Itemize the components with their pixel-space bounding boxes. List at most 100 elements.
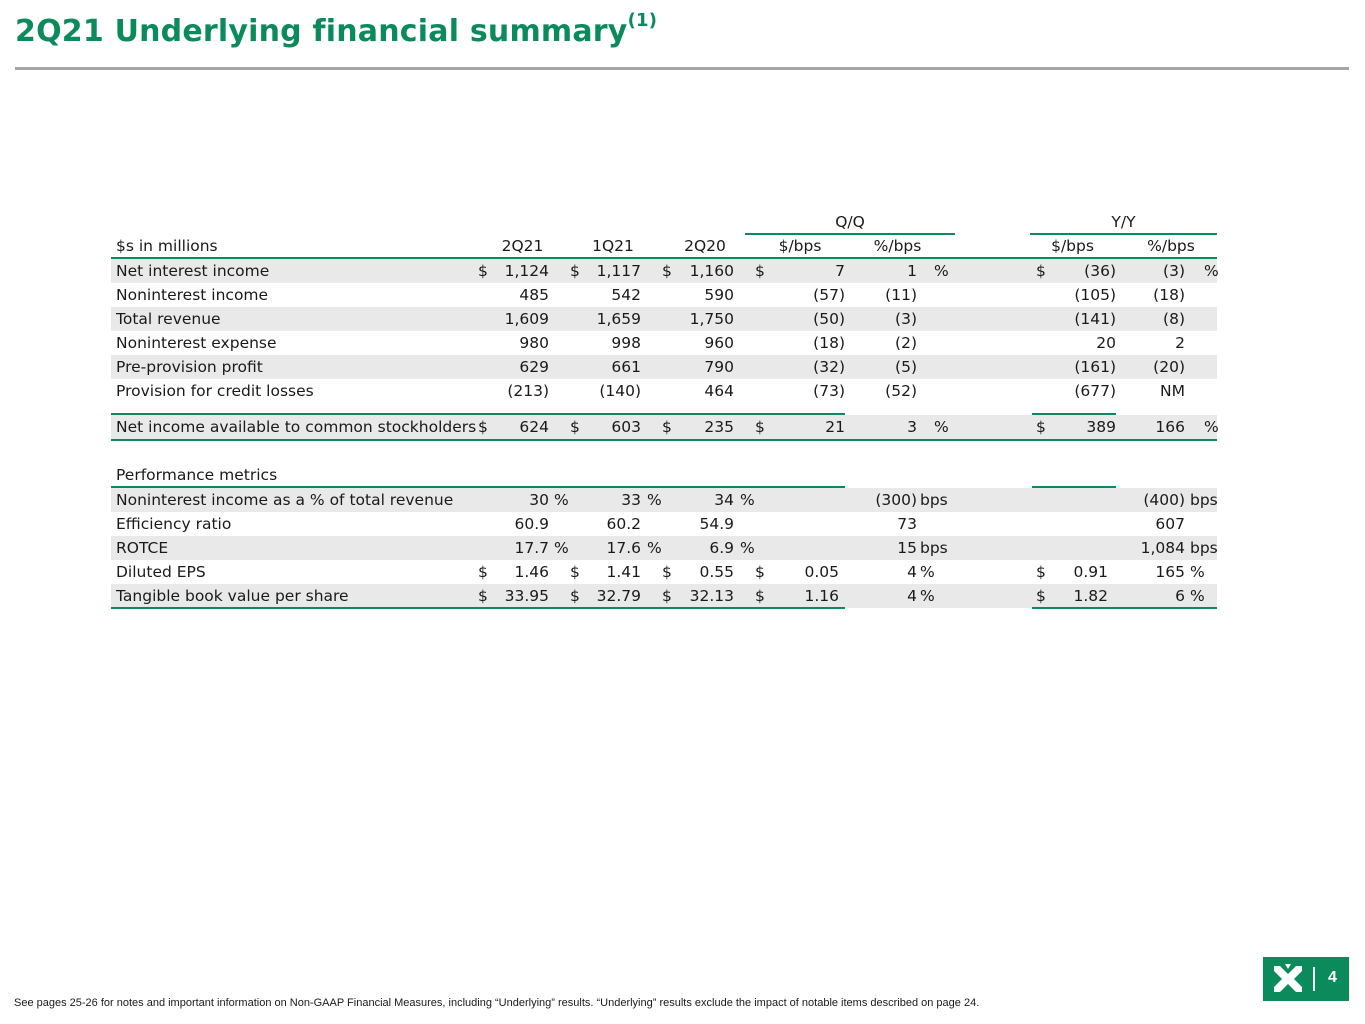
value-2q21: 33.95 bbox=[504, 587, 549, 605]
total-rule-top bbox=[111, 413, 845, 415]
value-qq-dollar: 0.05 bbox=[804, 563, 839, 581]
value-qq-pct: (11) bbox=[885, 286, 917, 304]
total-rule-bottom bbox=[111, 439, 1217, 441]
currency-symbol: $ bbox=[1036, 563, 1046, 581]
value-yy-pct: 2 bbox=[1175, 334, 1185, 352]
unit-qq: bps bbox=[920, 491, 948, 509]
value-yy-pct: (400) bbox=[1143, 491, 1185, 509]
currency-symbol: $ bbox=[755, 262, 765, 280]
value-1q21: 1,659 bbox=[596, 310, 641, 328]
value-yy-pct: 165 bbox=[1155, 563, 1185, 581]
currency-symbol: $ bbox=[662, 563, 672, 581]
currency-symbol: $ bbox=[662, 418, 672, 436]
row-label: Total revenue bbox=[116, 310, 221, 328]
unit-qq: bps bbox=[920, 539, 948, 557]
metric-label: Noninterest income as a % of total reven… bbox=[116, 491, 454, 509]
unit-yy: bps bbox=[1190, 491, 1218, 509]
title-text: 2Q21 Underlying financial summary bbox=[15, 14, 628, 49]
metric-label: Efficiency ratio bbox=[116, 515, 232, 533]
value-qq-dollar: 7 bbox=[835, 262, 845, 280]
value-yy-dollar: (105) bbox=[1074, 286, 1116, 304]
value-2q20: 590 bbox=[704, 286, 734, 304]
page-number: 4 bbox=[1328, 969, 1337, 986]
value-2q21: 1.46 bbox=[514, 563, 549, 581]
unit-2q20: % bbox=[740, 491, 755, 509]
value-yy-dollar bbox=[1050, 512, 1108, 536]
value-1q21: 1.41 bbox=[606, 563, 641, 581]
header-qq-pct: %/bps bbox=[873, 237, 922, 255]
metric-label: Diluted EPS bbox=[116, 563, 206, 581]
header-underline bbox=[111, 257, 1217, 259]
value-yy-pct: (8) bbox=[1163, 310, 1185, 328]
currency-symbol: $ bbox=[1036, 262, 1046, 280]
value-qq-pct: (300) bbox=[875, 491, 917, 509]
currency-symbol: $ bbox=[1036, 418, 1046, 436]
value-qq-dollar: 21 bbox=[825, 418, 845, 436]
value-1q21: 32.79 bbox=[596, 587, 641, 605]
value-yy-dollar: (161) bbox=[1074, 358, 1116, 376]
value-qq-pct: (5) bbox=[895, 358, 917, 376]
row-shade bbox=[111, 584, 1217, 608]
value-qq-pct: 4 bbox=[907, 563, 917, 581]
value-yy-dollar bbox=[1050, 536, 1108, 560]
value-qq-dollar: (32) bbox=[813, 358, 845, 376]
value-2q21: 629 bbox=[519, 358, 549, 376]
value-1q21: 661 bbox=[611, 358, 641, 376]
unit-yy: % bbox=[1190, 563, 1205, 581]
group-header-qq: Q/Q bbox=[835, 213, 865, 231]
unit-yy: % bbox=[1190, 587, 1205, 605]
metric-label: ROTCE bbox=[116, 539, 169, 557]
value-yy-pct: (3) bbox=[1163, 262, 1185, 280]
currency-symbol: $ bbox=[662, 587, 672, 605]
row-shade bbox=[111, 488, 1217, 512]
metrics-bottom-rule bbox=[111, 607, 845, 609]
value-1q21: 998 bbox=[611, 334, 641, 352]
value-qq-pct: (2) bbox=[895, 334, 917, 352]
row-shade bbox=[111, 355, 1217, 379]
currency-symbol: $ bbox=[478, 587, 488, 605]
value-2q20: 235 bbox=[704, 418, 734, 436]
value-2q20: 0.55 bbox=[699, 563, 734, 581]
group-header-yy: Y/Y bbox=[1111, 213, 1136, 231]
value-yy-pct: 6 bbox=[1175, 587, 1185, 605]
value-2q20: 1,160 bbox=[689, 262, 734, 280]
metrics-bottom-rule-yy-pct bbox=[1116, 607, 1217, 609]
value-2q20: 34 bbox=[714, 491, 734, 509]
bank-logo-icon bbox=[1274, 964, 1302, 992]
value-1q21: 17.6 bbox=[606, 539, 641, 557]
currency-symbol: $ bbox=[570, 262, 580, 280]
value-2q21: 485 bbox=[519, 286, 549, 304]
value-2q21: 980 bbox=[519, 334, 549, 352]
value-1q21: (140) bbox=[599, 382, 641, 400]
metrics-heading-underline-yy bbox=[1032, 486, 1116, 488]
row-label: Pre-provision profit bbox=[116, 358, 263, 376]
value-qq-dollar bbox=[775, 536, 839, 560]
value-yy-pct: 1,084 bbox=[1140, 539, 1185, 557]
unit-yy: % bbox=[1204, 418, 1219, 436]
group-underline-qq bbox=[745, 233, 955, 235]
value-yy-pct: (18) bbox=[1153, 286, 1185, 304]
currency-symbol: $ bbox=[1036, 587, 1046, 605]
value-2q21: 17.7 bbox=[514, 539, 549, 557]
row-label: Net interest income bbox=[116, 262, 270, 280]
total-rule-top-yy bbox=[1032, 413, 1116, 415]
value-qq-dollar bbox=[775, 488, 839, 512]
currency-symbol: $ bbox=[570, 418, 580, 436]
value-2q21: 624 bbox=[519, 418, 549, 436]
value-qq-pct: (3) bbox=[895, 310, 917, 328]
value-2q21: (213) bbox=[507, 382, 549, 400]
value-1q21: 60.2 bbox=[606, 515, 641, 533]
value-2q20: 790 bbox=[704, 358, 734, 376]
value-yy-dollar: (677) bbox=[1074, 382, 1116, 400]
value-qq-pct: 1 bbox=[907, 262, 917, 280]
currency-symbol: $ bbox=[755, 418, 765, 436]
value-2q20: 1,750 bbox=[689, 310, 734, 328]
value-2q20: 464 bbox=[704, 382, 734, 400]
value-qq-pct: 15 bbox=[897, 539, 917, 557]
unit-2q20: % bbox=[740, 539, 755, 557]
value-qq-pct: 73 bbox=[897, 515, 917, 533]
currency-symbol: $ bbox=[478, 563, 488, 581]
value-1q21: 33 bbox=[621, 491, 641, 509]
value-2q21: 60.9 bbox=[514, 515, 549, 533]
header-yy-dollar: $/bps bbox=[1051, 237, 1094, 255]
